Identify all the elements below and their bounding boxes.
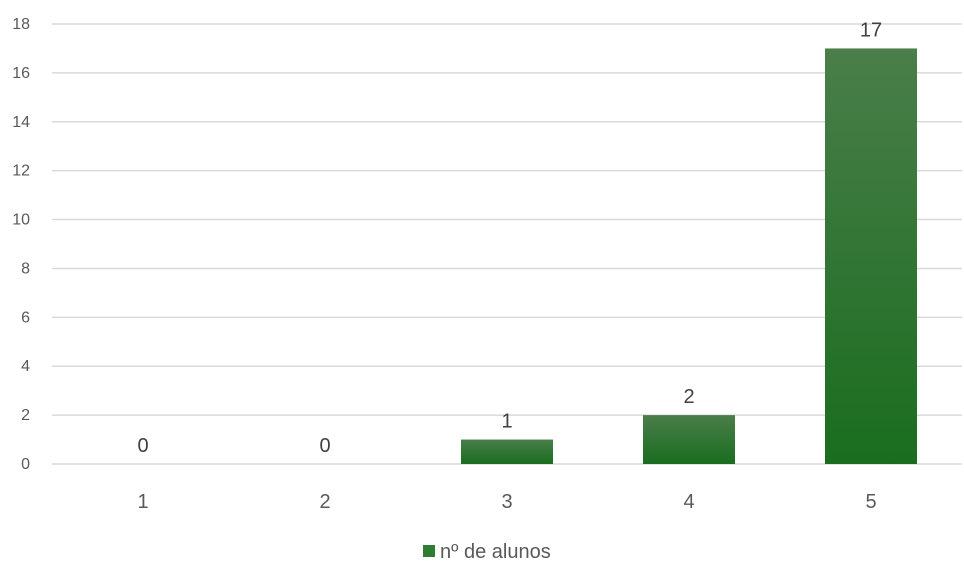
x-tick-label: 1 bbox=[137, 491, 148, 513]
y-tick-label: 4 bbox=[21, 358, 30, 375]
data-label: 2 bbox=[683, 386, 694, 408]
bars bbox=[461, 48, 917, 464]
legend-label: nº de alunos bbox=[440, 541, 551, 561]
x-tick-label: 4 bbox=[683, 491, 694, 513]
data-label: 0 bbox=[319, 435, 330, 457]
data-label: 1 bbox=[501, 411, 512, 433]
legend: nº de alunos bbox=[423, 541, 551, 561]
data-label: 17 bbox=[860, 19, 882, 41]
bar bbox=[461, 439, 553, 464]
legend-swatch bbox=[423, 545, 435, 557]
y-axis-ticks: 0 2 4 6 8 10 12 14 16 18 bbox=[12, 16, 30, 473]
data-label: 0 bbox=[137, 435, 148, 457]
x-tick-label: 5 bbox=[865, 491, 876, 513]
x-tick-label: 3 bbox=[501, 491, 512, 513]
y-tick-label: 12 bbox=[12, 163, 30, 180]
y-tick-label: 6 bbox=[21, 309, 30, 326]
y-tick-label: 18 bbox=[12, 16, 30, 33]
y-tick-label: 16 bbox=[12, 65, 30, 82]
x-axis-ticks: 1 2 3 4 5 bbox=[137, 491, 876, 513]
bar bbox=[825, 48, 917, 464]
y-tick-label: 14 bbox=[12, 114, 30, 131]
gridlines bbox=[52, 23, 962, 465]
bar bbox=[643, 415, 735, 464]
y-tick-label: 10 bbox=[12, 212, 30, 229]
data-labels: 0 0 1 2 17 bbox=[137, 19, 882, 457]
y-tick-label: 2 bbox=[21, 407, 30, 424]
y-tick-label: 8 bbox=[21, 260, 30, 277]
x-tick-label: 2 bbox=[319, 491, 330, 513]
y-tick-label: 0 bbox=[21, 456, 30, 473]
